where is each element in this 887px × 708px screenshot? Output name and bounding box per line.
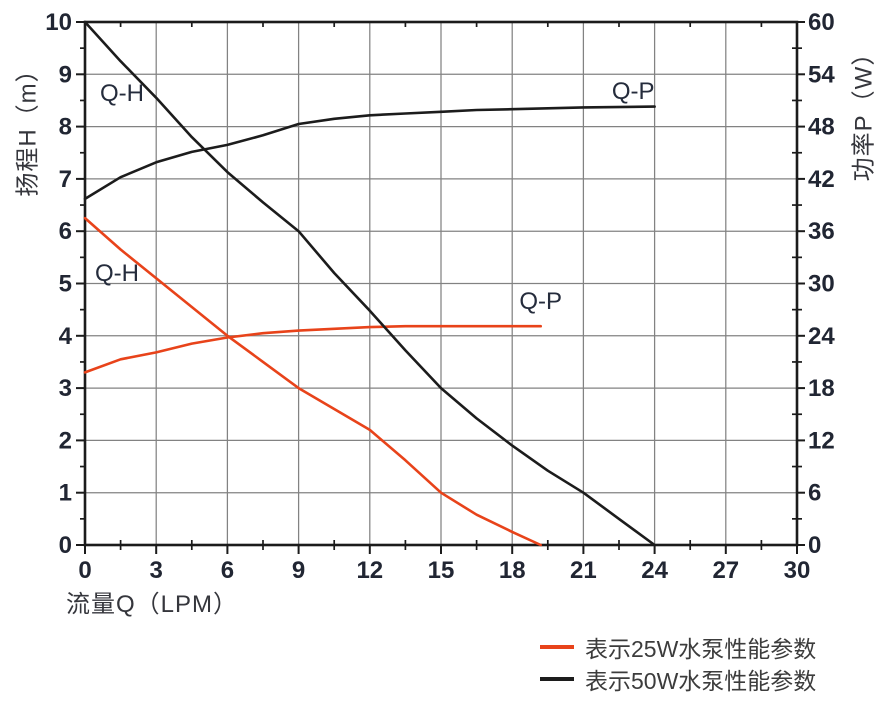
curve-label: Q-P [519, 288, 562, 315]
legend-swatch-25w-line [540, 645, 574, 649]
svg-text:12: 12 [808, 427, 835, 454]
svg-text:4: 4 [59, 323, 73, 350]
svg-text:0: 0 [78, 557, 91, 584]
svg-text:1: 1 [59, 480, 72, 507]
svg-text:10: 10 [45, 9, 72, 36]
svg-text:9: 9 [292, 557, 305, 584]
legend-item-25w: 表示25W水泵性能参数 [540, 631, 816, 663]
svg-text:15: 15 [428, 557, 455, 584]
svg-text:48: 48 [808, 114, 835, 141]
svg-text:3: 3 [150, 557, 163, 584]
svg-text:6: 6 [808, 480, 821, 507]
svg-text:9: 9 [59, 61, 72, 88]
curve-label: Q-P [612, 78, 655, 105]
legend-item-50w: 表示50W水泵性能参数 [540, 663, 816, 695]
svg-text:54: 54 [808, 61, 835, 88]
svg-text:42: 42 [808, 166, 835, 193]
svg-text:30: 30 [808, 271, 835, 298]
svg-text:0: 0 [808, 532, 821, 559]
x-axis-title: 流量Q（LPM） [66, 591, 239, 618]
svg-text:24: 24 [808, 323, 835, 350]
svg-text:18: 18 [499, 557, 526, 584]
svg-text:60: 60 [808, 9, 835, 36]
svg-text:6: 6 [221, 557, 234, 584]
svg-text:36: 36 [808, 218, 835, 245]
svg-text:24: 24 [641, 557, 668, 584]
svg-text:21: 21 [570, 557, 597, 584]
left-axis-title: 扬程H（m） [14, 57, 42, 197]
svg-text:2: 2 [59, 427, 72, 454]
pump-performance-chart: 0 3 6 9 12 15 18 21 24 27 300123456789100612182430… [45, 9, 835, 584]
svg-text:8: 8 [59, 114, 72, 141]
svg-text:30: 30 [784, 557, 811, 584]
legend: 表示25W水泵性能参数 表示50W水泵性能参数 [540, 631, 816, 695]
svg-text:3: 3 [59, 375, 72, 402]
svg-text:6: 6 [59, 218, 72, 245]
curve-label: Q-H [95, 260, 139, 287]
legend-label-25w: 表示25W水泵性能参数 [585, 636, 817, 662]
svg-text:5: 5 [59, 271, 72, 298]
svg-text:18: 18 [808, 375, 835, 402]
right-axis-title: 功率P（W） [850, 40, 878, 182]
legend-swatch-50w-line [540, 677, 574, 681]
legend-label-50w: 表示50W水泵性能参数 [585, 668, 817, 694]
svg-text:27: 27 [712, 557, 739, 584]
curve-label: Q-H [100, 80, 144, 107]
svg-text:0: 0 [59, 532, 72, 559]
svg-text:12: 12 [356, 557, 383, 584]
svg-text:7: 7 [59, 166, 72, 193]
